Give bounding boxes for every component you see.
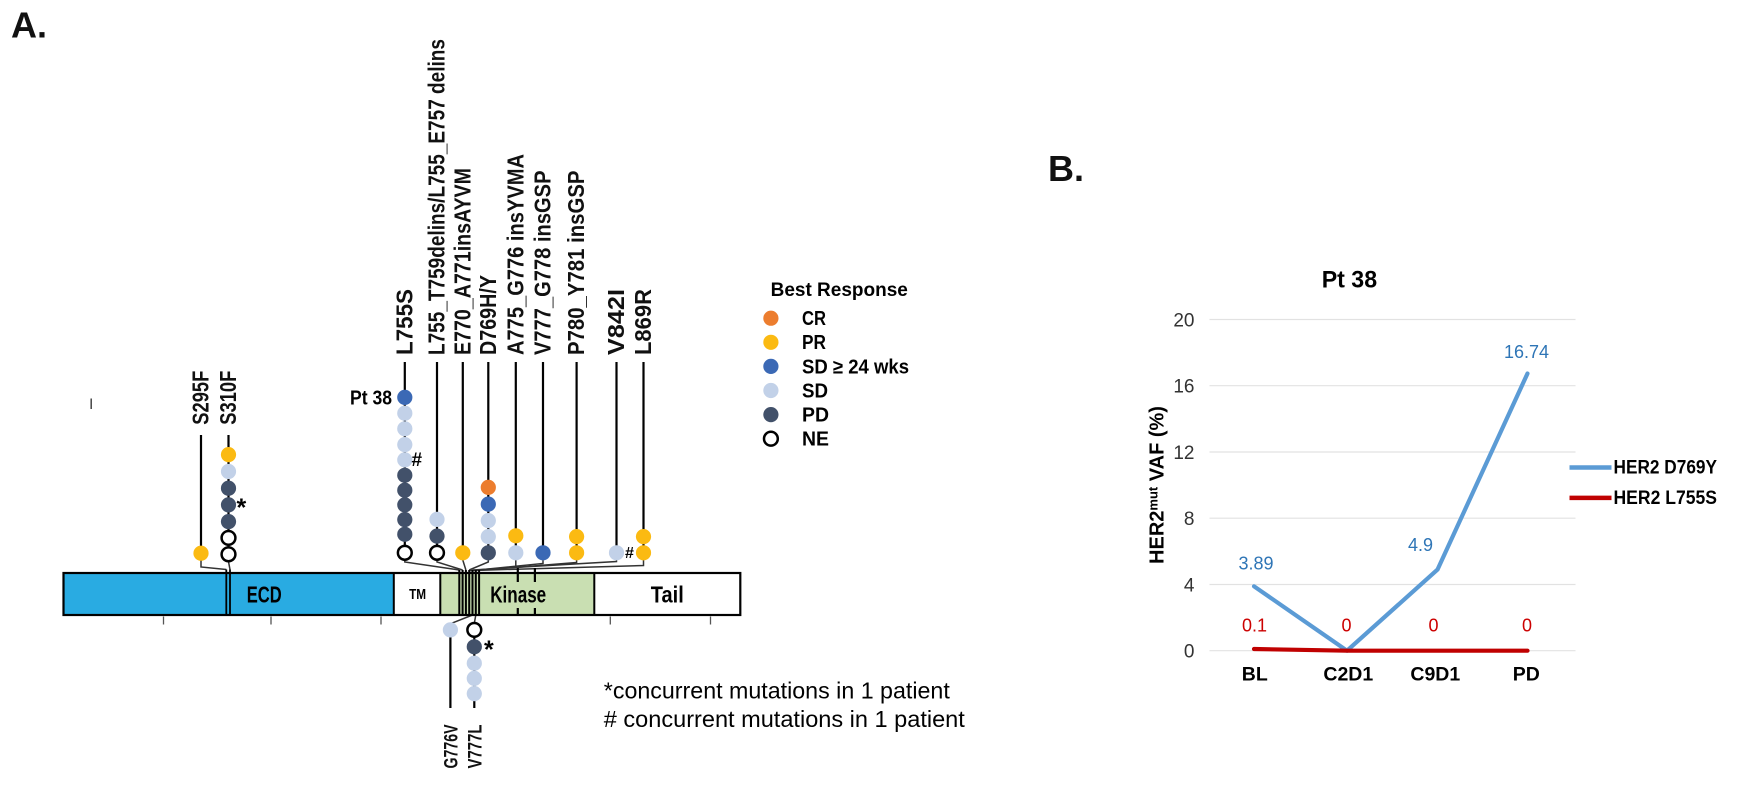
svg-text:D769H/Y: D769H/Y bbox=[475, 275, 501, 355]
svg-text:Pt 38: Pt 38 bbox=[350, 388, 392, 410]
svg-text:# concurrent mutations in 1 pa: # concurrent mutations in 1 patient bbox=[604, 706, 965, 732]
svg-text:ECD: ECD bbox=[247, 582, 282, 608]
svg-text:SD ≥ 24 wks: SD ≥ 24 wks bbox=[802, 356, 909, 378]
svg-text:C9D1: C9D1 bbox=[1410, 664, 1460, 686]
svg-text:#: # bbox=[625, 545, 634, 562]
svg-text:0: 0 bbox=[1428, 615, 1438, 635]
svg-text:V842I: V842I bbox=[603, 289, 629, 355]
svg-text:8: 8 bbox=[1184, 509, 1195, 530]
svg-text:*concurrent mutations in 1 pat: *concurrent mutations in 1 patient bbox=[604, 677, 950, 703]
svg-text:4: 4 bbox=[1184, 575, 1195, 596]
svg-text:0: 0 bbox=[1341, 615, 1351, 635]
svg-text:0: 0 bbox=[1522, 615, 1532, 635]
svg-text:16.74: 16.74 bbox=[1504, 342, 1549, 362]
svg-text:V777_G778 insGSP: V777_G778 insGSP bbox=[530, 171, 556, 356]
svg-text:L755_T759delins/L755_E757 deli: L755_T759delins/L755_E757 delins bbox=[424, 39, 450, 355]
svg-text:V777L: V777L bbox=[465, 724, 486, 768]
svg-text:SD: SD bbox=[802, 380, 828, 402]
svg-text:HER2mut VAF (%): HER2mut VAF (%) bbox=[1146, 406, 1169, 564]
svg-text:HER2 L755S: HER2 L755S bbox=[1614, 488, 1718, 509]
svg-text:L755S: L755S bbox=[391, 289, 417, 355]
svg-text:3.89: 3.89 bbox=[1238, 554, 1273, 574]
svg-text:*: * bbox=[484, 636, 494, 664]
svg-text:L869R: L869R bbox=[630, 289, 656, 355]
svg-text:TM: TM bbox=[409, 586, 426, 603]
svg-text:G776V: G776V bbox=[441, 724, 462, 768]
svg-text:A.: A. bbox=[11, 5, 47, 46]
svg-text:S310F: S310F bbox=[215, 371, 241, 425]
svg-text:PR: PR bbox=[802, 332, 826, 354]
svg-text:S295F: S295F bbox=[188, 371, 214, 425]
svg-text:C2D1: C2D1 bbox=[1323, 664, 1373, 686]
svg-text:NE: NE bbox=[802, 429, 829, 451]
svg-text:0: 0 bbox=[1184, 642, 1195, 663]
svg-text:0.1: 0.1 bbox=[1242, 615, 1267, 635]
svg-text:PD: PD bbox=[802, 405, 829, 427]
svg-text:CR: CR bbox=[802, 308, 826, 330]
svg-text:12: 12 bbox=[1173, 443, 1194, 464]
svg-text:BL: BL bbox=[1242, 664, 1268, 686]
svg-text:E770_A771insAYVM: E770_A771insAYVM bbox=[449, 168, 475, 355]
svg-text:Pt 38: Pt 38 bbox=[1322, 267, 1377, 294]
svg-text:B.: B. bbox=[1048, 148, 1084, 189]
svg-text:Tail: Tail bbox=[651, 582, 684, 608]
svg-text:A775_G776 insYVMA: A775_G776 insYVMA bbox=[502, 154, 528, 355]
svg-text:20: 20 bbox=[1173, 310, 1194, 331]
svg-text:*: * bbox=[237, 494, 247, 522]
svg-text:P780_Y781 insGSP: P780_Y781 insGSP bbox=[563, 171, 589, 356]
svg-text:16: 16 bbox=[1173, 377, 1194, 398]
svg-text:PD: PD bbox=[1513, 664, 1540, 686]
svg-text:4.9: 4.9 bbox=[1408, 535, 1433, 555]
svg-text:Best Response: Best Response bbox=[771, 280, 908, 301]
svg-text:#: # bbox=[412, 450, 423, 471]
svg-text:Kinase: Kinase bbox=[490, 582, 546, 608]
svg-text:HER2 D769Y: HER2 D769Y bbox=[1614, 457, 1718, 478]
